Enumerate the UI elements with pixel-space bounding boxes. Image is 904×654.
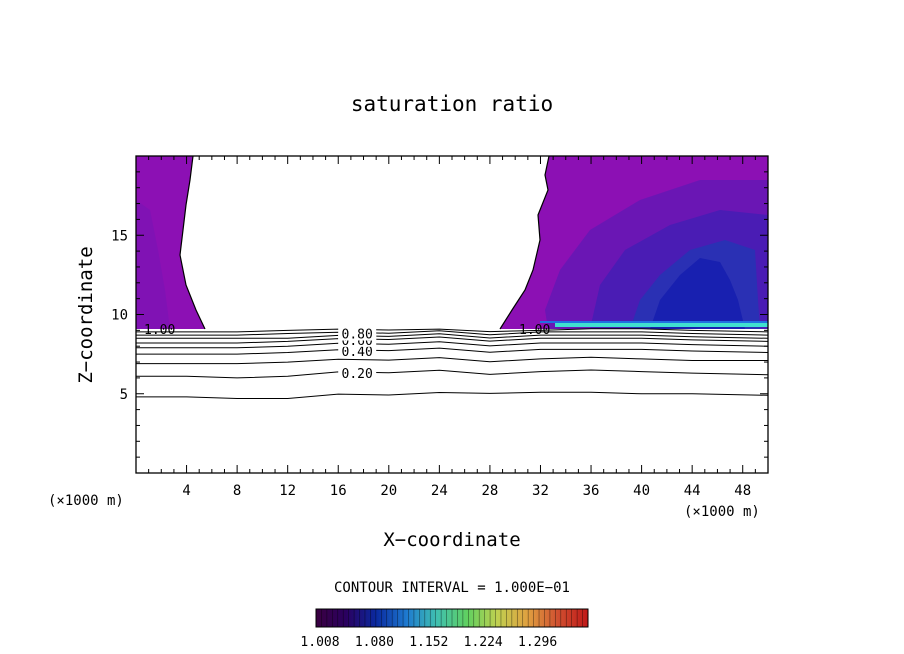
x-tick-label: 28: [481, 483, 498, 499]
y-axis-label: Z−coordinate: [75, 246, 97, 383]
contour-line: [136, 333, 768, 339]
contour-line: [136, 347, 768, 355]
contour-label-bg: [338, 344, 377, 358]
contour-lines: [136, 328, 768, 399]
y-tick-label: 5: [120, 387, 128, 403]
supersaturation-fill: [136, 156, 768, 329]
colorbar-labels: 1.008 1.080 1.152 1.224 1.296: [300, 635, 557, 650]
colorbar-tick-label: 1.152: [409, 635, 448, 650]
contour-labels: 0.200.400.600.80: [338, 327, 377, 382]
x-tick-label: 40: [633, 483, 650, 499]
x-tick-label: 44: [684, 483, 701, 499]
colorbar-tick-label: 1.008: [300, 635, 339, 650]
supersat-label-right: 1.00: [519, 323, 550, 338]
left-supersat-inner: [136, 200, 170, 329]
contour-label: 0.40: [342, 345, 373, 360]
contour-line: [136, 391, 768, 399]
x-tick-label: 36: [583, 483, 600, 499]
x-tick-label: 12: [279, 483, 296, 499]
y-tick-label: 15: [111, 228, 128, 244]
right-supersat-core: [650, 258, 745, 329]
left-region-boundary: [179, 155, 206, 330]
x-unit-right: (×1000 m): [684, 504, 760, 520]
contour-label: 0.80: [342, 328, 373, 343]
supersat-label-left: 1.00: [144, 323, 175, 338]
x-tick-label: 32: [532, 483, 549, 499]
supersat-cyan-layer: [555, 323, 768, 327]
contour-line: [136, 356, 768, 365]
x-tick-label: 48: [734, 483, 751, 499]
colorbar-tick-label: 1.296: [518, 635, 557, 650]
contour-line: [136, 336, 768, 344]
x-tick-label: 20: [380, 483, 397, 499]
x-tick-label: 4: [182, 483, 190, 499]
contour-line: [136, 330, 768, 336]
x-tick-label: 24: [431, 483, 448, 499]
contour-label-bg: [338, 367, 377, 381]
contour-label-bg: [338, 327, 377, 341]
colorbar-tick-label: 1.080: [355, 635, 394, 650]
contour-line: [136, 341, 768, 349]
supersat-edge-layer: [540, 321, 768, 323]
x-axis-label: X−coordinate: [383, 529, 520, 551]
contour-interval-text: CONTOUR INTERVAL = 1.000E−01: [334, 580, 570, 596]
chart-title: saturation ratio: [351, 92, 553, 116]
x-tick-label: 8: [233, 483, 241, 499]
contour-line: [136, 328, 768, 333]
y-tick-label: 10: [111, 308, 128, 324]
contour-line: [136, 369, 768, 379]
right-region-boundary: [499, 155, 550, 330]
colorbar-divisions: [321, 609, 583, 627]
colorbar-tick-label: 1.224: [464, 635, 503, 650]
x-tick-label: 16: [330, 483, 347, 499]
x-unit-left: (×1000 m): [48, 493, 124, 509]
contour-label: 0.20: [342, 367, 373, 382]
